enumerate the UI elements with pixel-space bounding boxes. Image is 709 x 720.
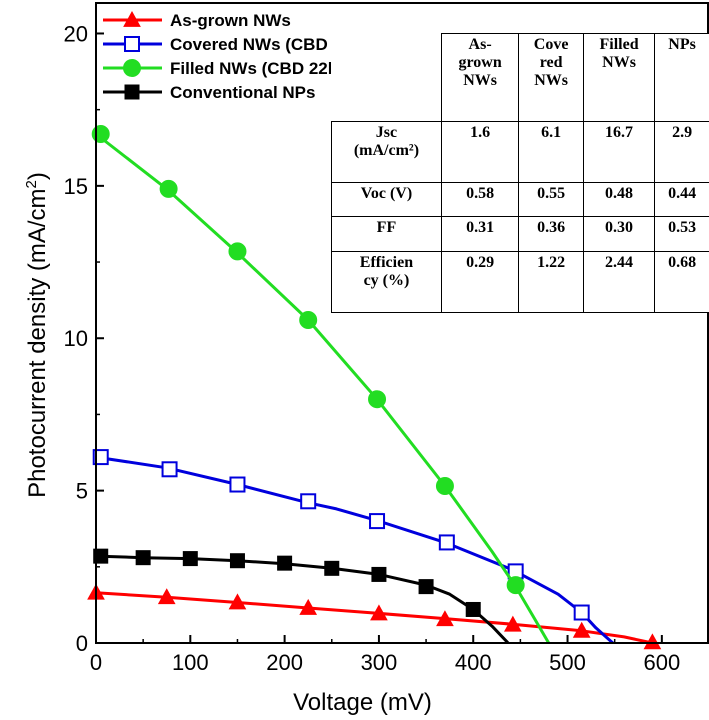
data-point [418,579,434,595]
table-row: Voc (V) 0.58 0.55 0.48 0.44 [331,182,709,218]
table-cell: 0.55 [518,182,584,218]
table-cell: 0.68 [654,250,709,314]
legend-label: As-grown NWs [170,11,291,30]
x-axis-title: Voltage (mV) [293,689,432,716]
data-point [157,588,176,605]
legend-marker [124,84,140,100]
x-tick-label: 600 [643,650,680,675]
data-point [465,601,481,617]
table-cell: 0.31 [440,216,520,252]
data-point [436,610,454,627]
table-cell: 1.6 [440,121,520,184]
y-tick-label: 20 [64,21,88,46]
data-point [91,125,110,144]
table-cell: 0.44 [654,182,709,218]
table-row: Jsc (mA/cm²) 1.6 6.1 16.7 2.9 [331,121,709,184]
series-line [95,455,614,645]
x-tick-label: 100 [172,650,209,675]
data-point [229,553,245,569]
table-row-header: Efficien cy (%) [331,250,442,314]
y-tick-label: 0 [76,631,88,656]
legend-label: Filled NWs (CBD 22h) [170,59,344,78]
series-1 [92,449,614,645]
table-cell: 2.44 [582,250,656,314]
table-corner [331,33,442,123]
plot-frame [95,2,709,644]
data-point [435,477,454,496]
data-point [370,604,388,621]
x-tick-label: 300 [361,650,398,675]
legend-marker [123,10,141,27]
table-column-header: As-grown NWs [440,32,520,123]
data-point [438,534,455,551]
data-point [506,576,525,595]
data-point [135,550,151,566]
table-cell: 0.53 [654,216,709,252]
legend-marker [123,59,141,77]
x-tick-label: 400 [455,650,492,675]
data-point [300,493,317,510]
data-point [299,310,318,329]
data-point [324,560,340,576]
legend: As-grown NWs Covered NWs (CBD 4h) Filled N… [103,10,358,102]
legend-label: Conventional NPs [170,83,315,102]
table-column-header: NPs [654,32,709,123]
data-point [368,390,387,409]
data-point [161,461,178,478]
y-axis-title: Photocurrent density (mA/cm2) [23,172,51,498]
table-row-header: FF [331,216,442,252]
series-line [95,554,510,645]
data-point [573,604,590,621]
table-cell: 0.36 [518,216,584,252]
data-point [92,449,109,466]
data-point [93,548,109,564]
data-point [371,566,387,582]
series-2 [91,125,550,644]
table-row-header: Jsc (mA/cm²) [331,121,442,184]
table-cell: 2.9 [654,121,709,184]
legend-label: Covered NWs (CBD 4h) [170,35,358,54]
data-point [369,513,386,530]
table-column-header: Filled NWs [582,32,656,123]
data-point [277,555,293,571]
y-tick-label: 5 [76,479,88,504]
data-point [159,179,178,198]
table-cell: 0.30 [582,216,656,252]
y-tick-label: 10 [64,326,88,351]
y-tick-label: 15 [64,174,88,199]
series-3 [93,548,510,645]
axes: 0 100 200 300 400 500 600 0 5 10 15 20 Voltage (mV) P… [23,2,709,716]
data-point [643,633,662,650]
data-point [299,598,318,615]
data-point [229,476,246,493]
x-tick-label: 0 [90,650,102,675]
data-point [503,615,522,632]
data-point [572,621,591,638]
table-row: Efficien cy (%) 0.29 1.22 2.44 0.68 [331,250,709,314]
table-cell: 16.7 [582,121,656,184]
data-point [228,242,247,261]
series-layer [87,125,662,650]
data-point [182,551,198,567]
series-line [95,132,550,644]
table-cell: 0.29 [440,250,520,314]
table-row-header: Voc (V) [331,182,442,218]
table-cell: 1.22 [518,250,584,314]
table-cell: 0.58 [440,182,520,218]
summary-table: As-grown NWs Cove red NWs Filled NWs NPs Jsc (mA/… [331,32,709,314]
table-cell: 6.1 [518,121,584,184]
data-point [228,593,247,610]
x-tick-label: 200 [266,650,303,675]
table-row: FF 0.31 0.36 0.30 0.53 [331,216,709,252]
table-column-header: Cove red NWs [518,32,584,123]
x-tick-label: 500 [549,650,586,675]
legend-marker [124,36,140,52]
table-cell: 0.48 [582,182,656,218]
